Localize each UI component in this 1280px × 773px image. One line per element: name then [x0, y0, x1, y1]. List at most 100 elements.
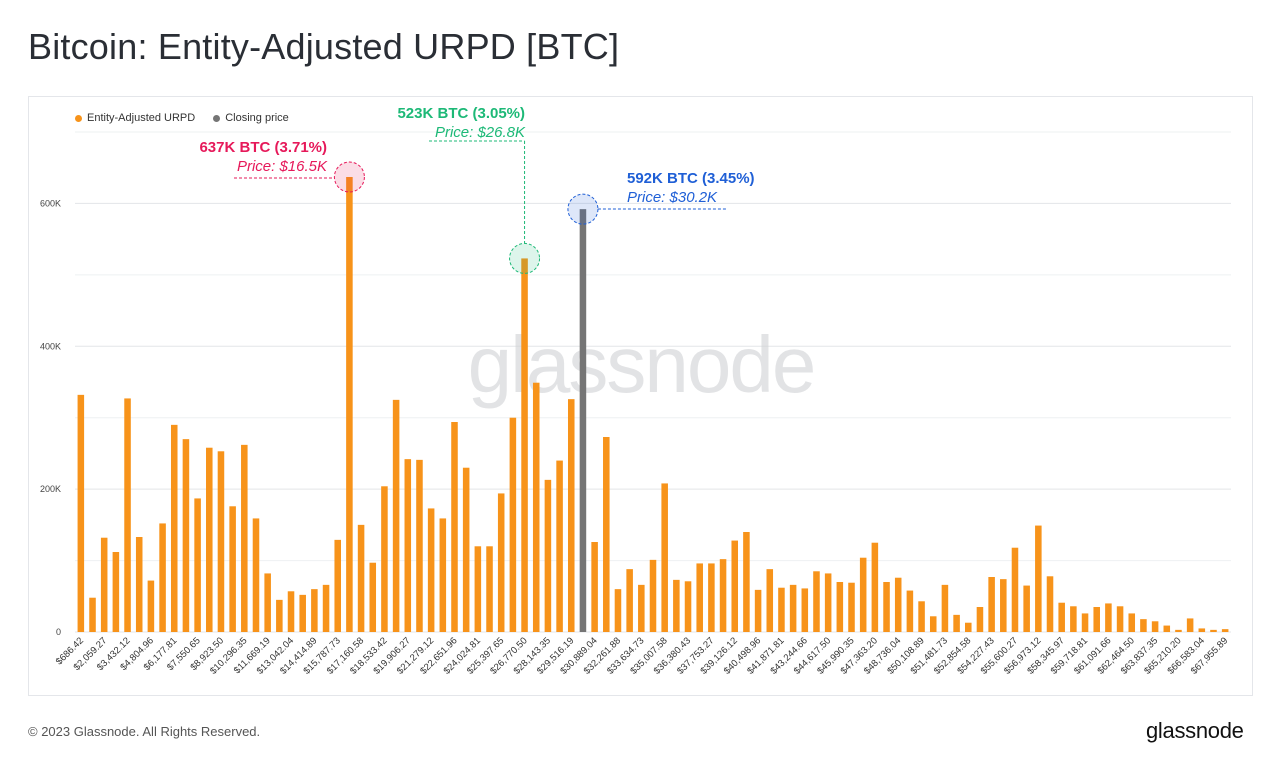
urpd-bar [252, 518, 260, 632]
urpd-bar [743, 532, 750, 632]
urpd-bar [124, 398, 131, 632]
urpd-bar [906, 590, 914, 632]
urpd-bar [1210, 629, 1217, 632]
urpd-bar [883, 582, 890, 632]
annotation-price: Price: $16.5K [237, 158, 328, 175]
urpd-bar [334, 539, 341, 632]
urpd-bar [1093, 607, 1100, 632]
annotation-price: Price: $26.8K [435, 124, 526, 141]
y-tick-label: 400K [40, 341, 61, 351]
urpd-bar [77, 394, 85, 632]
annotation-title: 592K BTC (3.45%) [627, 170, 755, 187]
legend-label-urpd: Entity-Adjusted URPD [87, 112, 196, 124]
urpd-bar [322, 584, 330, 632]
urpd-bar [404, 459, 412, 632]
urpd-bar [147, 580, 155, 632]
legend-item-urpd[interactable]: Entity-Adjusted URPD [75, 112, 195, 124]
urpd-bar [836, 582, 844, 632]
chart-panel: Entity-Adjusted URPD Closing price 0 200K… [28, 96, 1253, 696]
urpd-bar [603, 437, 610, 632]
urpd-bar [567, 399, 575, 632]
urpd-bar [416, 459, 423, 632]
urpd-bar [229, 506, 236, 632]
urpd-bar [532, 382, 540, 632]
urpd-bar [357, 524, 365, 632]
y-tick-label: 0 [56, 627, 61, 637]
urpd-bar [754, 589, 762, 632]
urpd-bar [135, 537, 143, 632]
urpd-bar [708, 563, 715, 632]
urpd-bar [1070, 606, 1077, 632]
urpd-bar [848, 582, 855, 632]
urpd-bar [1081, 613, 1089, 632]
y-tick-label: 600K [40, 198, 61, 208]
urpd-bar [719, 559, 727, 632]
legend-swatch-urpd [75, 114, 82, 122]
urpd-bar [159, 523, 166, 632]
urpd-bar [451, 422, 458, 632]
urpd-bar [170, 424, 178, 632]
urpd-bar [778, 587, 785, 632]
urpd-bar [381, 486, 388, 632]
urpd-bar [976, 607, 984, 632]
urpd-bar [859, 557, 867, 632]
urpd-bar [182, 439, 190, 632]
urpd-bar [918, 601, 925, 632]
urpd-bar [965, 622, 972, 632]
urpd-bar [1140, 619, 1147, 632]
legend-item-closing-price[interactable]: Closing price [213, 112, 289, 124]
annotation-marker [333, 161, 365, 193]
urpd-bar [1011, 547, 1019, 632]
urpd-bar [696, 563, 703, 632]
urpd-bar [287, 591, 295, 632]
urpd-bar [206, 447, 213, 632]
urpd-bar [929, 616, 937, 632]
copyright-text: © 2023 Glassnode. All Rights Reserved. [28, 724, 261, 739]
urpd-bar [427, 508, 435, 632]
urpd-bar [1163, 625, 1171, 632]
urpd-bar [1035, 525, 1042, 632]
annotation-price: Price: $30.2K [627, 189, 718, 206]
annotation-marker [567, 193, 599, 225]
urpd-bar [346, 177, 353, 632]
urpd-bar [941, 584, 949, 632]
urpd-bar [953, 614, 960, 632]
annotation-title: 523K BTC (3.05%) [397, 105, 525, 122]
urpd-bar [556, 460, 563, 632]
urpd-bar [462, 467, 470, 632]
urpd-bar [509, 417, 517, 632]
urpd-bar [264, 573, 271, 632]
watermark: glassnode [468, 320, 815, 409]
urpd-bar [591, 542, 598, 632]
urpd-bar [100, 537, 108, 632]
urpd-bar [1198, 628, 1206, 632]
urpd-bar [311, 589, 318, 632]
urpd-bar [544, 479, 552, 632]
page-title: Bitcoin: Entity-Adjusted URPD [BTC] [28, 26, 620, 67]
urpd-bar [1046, 576, 1054, 632]
urpd-bar [1105, 603, 1112, 632]
urpd-bar [1151, 621, 1159, 632]
urpd-bar [439, 518, 447, 632]
urpd-bar [521, 258, 528, 632]
urpd-bar [614, 589, 622, 632]
glassnode-logo[interactable]: glassnode [1146, 718, 1244, 743]
urpd-bar [988, 577, 995, 632]
annotation-marker [509, 242, 541, 274]
legend-swatch-closing-price [213, 114, 221, 122]
urpd-bar [369, 562, 377, 632]
urpd-bar [194, 498, 201, 632]
urpd-bar [89, 597, 96, 632]
urpd-bar [626, 569, 633, 632]
y-tick-label: 200K [40, 484, 61, 494]
urpd-bar-chart: 0200K400K600Kglassnode$686.42$2,059.27$3… [40, 105, 1231, 677]
urpd-bar [299, 594, 306, 632]
urpd-bar [684, 581, 692, 632]
urpd-bar [392, 399, 400, 632]
legend-label-closing-price: Closing price [225, 112, 289, 124]
urpd-bar [1186, 618, 1194, 632]
urpd-bar [824, 573, 832, 632]
urpd-bar [1128, 613, 1136, 632]
urpd-bar [1000, 579, 1007, 632]
closing-price-bar [579, 209, 587, 632]
